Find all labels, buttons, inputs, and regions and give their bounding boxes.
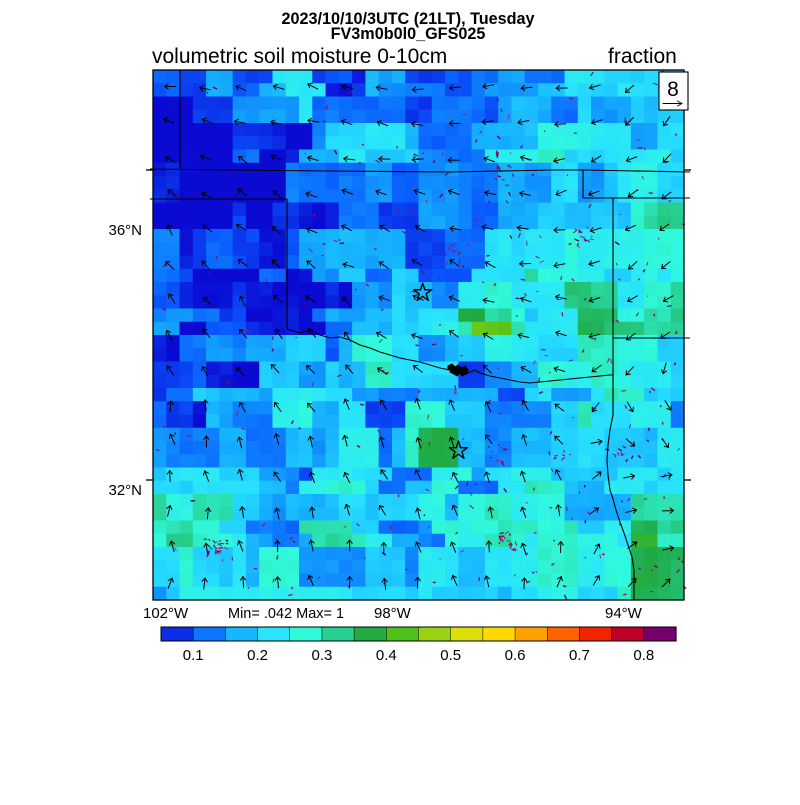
svg-text:98°W: 98°W [374, 605, 412, 622]
svg-text:0.4: 0.4 [376, 647, 397, 664]
svg-text:8: 8 [667, 78, 679, 101]
svg-text:102°W: 102°W [143, 605, 189, 622]
svg-text:0.7: 0.7 [569, 647, 590, 664]
svg-text:94°W: 94°W [605, 605, 643, 622]
svg-text:0.6: 0.6 [505, 647, 526, 664]
svg-text:FV3m0b0l0_GFS025: FV3m0b0l0_GFS025 [331, 25, 486, 43]
svg-text:0.5: 0.5 [440, 647, 461, 664]
svg-text:0.8: 0.8 [633, 647, 654, 664]
svg-text:0.3: 0.3 [312, 647, 333, 664]
svg-text:0.2: 0.2 [247, 647, 268, 664]
svg-text:fraction: fraction [608, 45, 677, 68]
svg-text:Min= .042 Max= 1: Min= .042 Max= 1 [228, 606, 344, 622]
svg-text:volumetric soil moisture 0-10c: volumetric soil moisture 0-10cm [152, 45, 447, 68]
svg-text:0.1: 0.1 [183, 647, 204, 664]
svg-text:32°N: 32°N [108, 482, 142, 499]
svg-text:36°N: 36°N [108, 222, 142, 239]
